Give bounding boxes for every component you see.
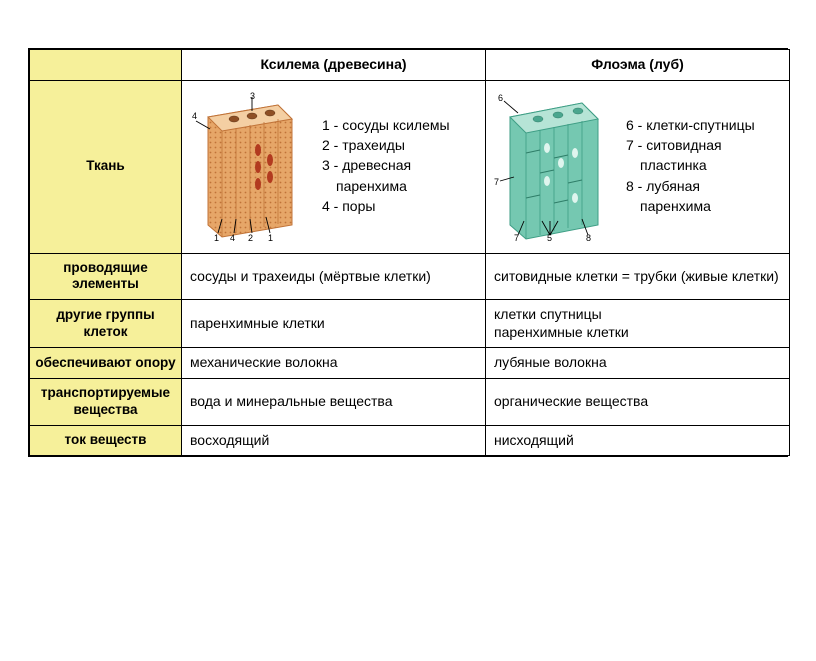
- phloem-legend-8a: 8 - лубяная: [626, 176, 755, 196]
- cell-support-phloem: лубяные волокна: [486, 348, 790, 379]
- cell-support-xylem: механические волокна: [182, 348, 486, 379]
- row-label-transported: транспортируемые вещества: [30, 378, 182, 425]
- col-header-phloem: Флоэма (луб): [486, 50, 790, 81]
- xylem-legend-2: 2 - трахеиды: [322, 135, 450, 155]
- phloem-legend-7b: пластинка: [626, 155, 755, 175]
- phloem-diagram: 6 7 7 5 8: [494, 91, 614, 241]
- phloem-legend-8b: паренхима: [626, 196, 755, 216]
- row-label-other-cells: другие группы клеток: [30, 300, 182, 348]
- cell-transported-xylem: вода и минеральные вещества: [182, 378, 486, 425]
- row-label-tissue: Ткань: [30, 80, 182, 253]
- row-support: обеспечивают опору механические волокна …: [30, 348, 790, 379]
- svg-text:7: 7: [514, 233, 519, 241]
- svg-text:7: 7: [494, 177, 499, 187]
- xylem-diagram: 3 4 1 4 2 1: [190, 91, 310, 241]
- row-transported: транспортируемые вещества вода и минерал…: [30, 378, 790, 425]
- xylem-legend-4: 4 - поры: [322, 196, 450, 216]
- svg-text:6: 6: [498, 93, 503, 103]
- xylem-legend-1: 1 - сосуды ксилемы: [322, 115, 450, 135]
- svg-text:8: 8: [586, 233, 591, 241]
- row-label-conducting: проводящие элементы: [30, 253, 182, 300]
- phloem-legend-7a: 7 - ситовидная: [626, 135, 755, 155]
- phloem-legend-6: 6 - клетки-спутницы: [626, 115, 755, 135]
- svg-text:2: 2: [248, 233, 253, 241]
- comparison-table: Ксилема (древесина) Флоэма (луб) Ткань: [29, 49, 790, 456]
- cell-flow-xylem: восходящий: [182, 425, 486, 456]
- svg-text:4: 4: [192, 111, 197, 121]
- cell-tissue-phloem: 6 7 7 5 8 6 - клетки-спутницы 7 -: [486, 80, 790, 253]
- cell-flow-phloem: нисходящий: [486, 425, 790, 456]
- svg-text:3: 3: [250, 91, 255, 101]
- cell-tissue-xylem: 3 4 1 4 2 1 1 - сосуды ксилемы 2 -: [182, 80, 486, 253]
- phloem-legend: 6 - клетки-спутницы 7 - ситовидная пласт…: [626, 115, 755, 216]
- row-conducting: проводящие элементы сосуды и трахеиды (м…: [30, 253, 790, 300]
- cell-other-phloem-a: клетки спутницы: [494, 306, 602, 322]
- svg-text:1: 1: [268, 233, 273, 241]
- svg-text:1: 1: [214, 233, 219, 241]
- header-row: Ксилема (древесина) Флоэма (луб): [30, 50, 790, 81]
- cell-transported-phloem: органические вещества: [486, 378, 790, 425]
- cell-other-xylem: паренхимные клетки: [182, 300, 486, 348]
- cell-conducting-xylem: сосуды и трахеиды (мёртвые клетки): [182, 253, 486, 300]
- cell-other-phloem: клетки спутницы паренхимные клетки: [486, 300, 790, 348]
- cell-conducting-phloem: ситовидные клетки = трубки (живые клетки…: [486, 253, 790, 300]
- svg-text:4: 4: [230, 233, 235, 241]
- corner-cell: [30, 50, 182, 81]
- row-label-support: обеспечивают опору: [30, 348, 182, 379]
- svg-text:5: 5: [547, 233, 552, 241]
- xylem-legend-3b: паренхима: [322, 176, 450, 196]
- cell-other-phloem-b: паренхимные клетки: [494, 324, 629, 340]
- row-tissue: Ткань: [30, 80, 790, 253]
- row-flow: ток веществ восходящий нисходящий: [30, 425, 790, 456]
- row-label-flow: ток веществ: [30, 425, 182, 456]
- xylem-legend-3a: 3 - древесная: [322, 155, 450, 175]
- row-other-cells: другие группы клеток паренхимные клетки …: [30, 300, 790, 348]
- col-header-xylem: Ксилема (древесина): [182, 50, 486, 81]
- xylem-legend: 1 - сосуды ксилемы 2 - трахеиды 3 - древ…: [322, 115, 450, 216]
